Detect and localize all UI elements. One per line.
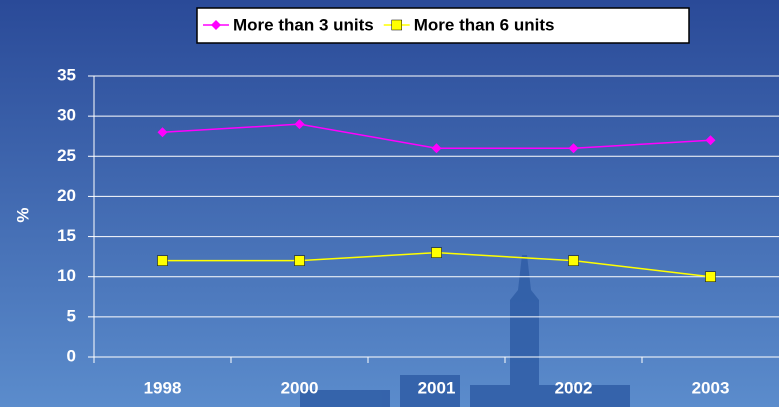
y-tick-label: 25 [57, 146, 76, 165]
background [0, 0, 779, 407]
x-tick-label: 2001 [418, 378, 456, 397]
y-tick-label: 15 [57, 226, 76, 245]
legend-label: More than 3 units [233, 15, 374, 34]
marker [295, 256, 305, 266]
marker [158, 256, 168, 266]
x-tick-label: 1998 [144, 378, 182, 397]
page: % More than 3 units More than 6 units 0 5 1… [0, 0, 779, 407]
chart: % More than 3 units More than 6 units 0 5 1… [0, 0, 779, 407]
marker [432, 248, 442, 258]
x-tick-label: 2002 [555, 378, 593, 397]
y-tick-label: 10 [57, 266, 76, 285]
y-tick-label: 5 [67, 306, 76, 325]
y-tick-label: 20 [57, 186, 76, 205]
legend-label: More than 6 units [414, 15, 555, 34]
y-tick-label: 30 [57, 106, 76, 125]
marker [569, 256, 579, 266]
legend: More than 3 units More than 6 units [197, 8, 689, 43]
y-axis-label: % [13, 207, 32, 222]
marker [392, 20, 402, 30]
x-tick-label: 2003 [692, 378, 730, 397]
y-tick-label: 0 [67, 346, 76, 365]
marker [706, 272, 716, 282]
x-tick-label: 2000 [281, 378, 319, 397]
y-tick-label: 35 [57, 65, 76, 84]
